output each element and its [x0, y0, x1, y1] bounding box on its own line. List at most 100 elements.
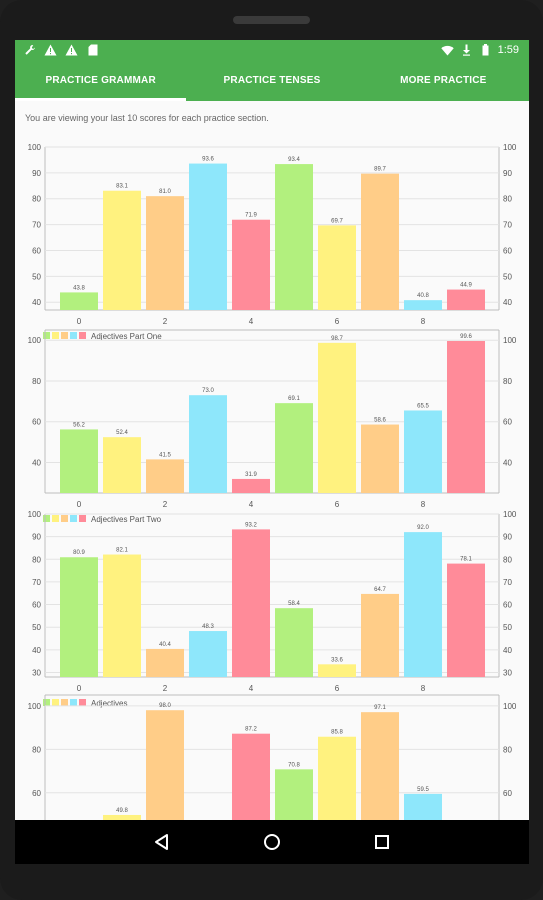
chart-bar [189, 163, 227, 310]
scores-list[interactable]: You are viewing your last 10 scores for … [15, 101, 529, 820]
x-tick-label: 6 [335, 317, 340, 326]
y-tick-label-left: 100 [28, 143, 42, 152]
bar-value-label: 70.8 [288, 762, 300, 768]
chart-bar [103, 437, 141, 493]
back-icon[interactable] [152, 832, 172, 852]
bar-value-label: 52.4 [116, 430, 128, 436]
y-tick-label-left: 60 [32, 789, 41, 798]
y-tick-label-left: 50 [32, 623, 41, 632]
legend-swatch [70, 515, 77, 522]
recents-icon[interactable] [372, 832, 392, 852]
bar-value-label: 81.0 [159, 189, 171, 195]
chart-bar [318, 225, 356, 310]
chart-bar [232, 529, 270, 677]
chart-bar [60, 429, 98, 493]
legend-swatch [52, 515, 59, 522]
legend-swatch [61, 699, 68, 706]
y-tick-label-left: 80 [32, 377, 41, 386]
y-tick-label-left: 50 [32, 272, 41, 281]
chart-bar [275, 164, 313, 310]
y-tick-label-left: 30 [32, 668, 41, 677]
status-right-icons: 1:59 [440, 43, 519, 57]
bar-value-label: 83.1 [116, 184, 128, 190]
y-tick-label-left: 70 [32, 578, 41, 587]
bar-value-label: 93.2 [245, 522, 257, 528]
warning-icon [65, 43, 78, 56]
status-time: 1:59 [497, 44, 519, 56]
chart-bar [447, 341, 485, 493]
wifi-icon [440, 44, 454, 57]
y-tick-label-right: 50 [503, 623, 512, 632]
chart-bar [361, 593, 399, 677]
x-tick-label: 8 [421, 317, 426, 326]
y-tick-label-right: 80 [503, 377, 512, 386]
y-tick-label-left: 80 [32, 195, 41, 204]
legend-swatch [52, 699, 59, 706]
y-tick-label-right: 100 [503, 336, 517, 345]
legend-swatch [79, 515, 86, 522]
bar-value-label: 98.7 [331, 336, 343, 342]
y-tick-label-right: 40 [503, 646, 512, 655]
chart-bar [146, 459, 184, 493]
bar-value-label: 78.1 [460, 557, 472, 563]
chart-bar [361, 712, 399, 820]
chart-bar [361, 424, 399, 493]
tab-practice-tenses[interactable]: PRACTICE TENSES [223, 75, 321, 86]
y-tick-label-left: 40 [32, 458, 41, 467]
chart-bar [275, 403, 313, 493]
bar-value-label: 82.1 [116, 548, 128, 554]
bar-value-label: 80.9 [73, 550, 85, 556]
bar-value-label: 93.6 [202, 157, 214, 163]
bar-value-label: 33.6 [331, 657, 343, 663]
tab-practice-grammar[interactable]: PRACTICE GRAMMAR [15, 62, 187, 101]
y-tick-label-left: 100 [28, 336, 42, 345]
bar-value-label: 56.2 [73, 422, 85, 428]
chart-bar [60, 292, 98, 310]
tab-more-practice[interactable]: MORE PRACTICE [400, 75, 487, 86]
x-tick-label: 0 [77, 500, 82, 509]
chart-bar [404, 300, 442, 310]
bar-value-label: 89.7 [374, 167, 386, 173]
y-tick-label-right: 100 [503, 143, 517, 152]
bar-value-label: 40.8 [417, 293, 429, 299]
bar-value-label: 31.9 [245, 472, 257, 478]
bar-value-label: 71.9 [245, 213, 257, 219]
chart-bar [275, 769, 313, 820]
x-tick-label: 8 [421, 500, 426, 509]
info-text: You are viewing your last 10 scores for … [25, 113, 269, 123]
y-tick-label-right: 60 [503, 789, 512, 798]
chart-bar [275, 608, 313, 677]
bar-value-label: 97.1 [374, 705, 386, 711]
y-tick-label-right: 60 [503, 418, 512, 427]
legend-swatch [70, 332, 77, 339]
chart-bar [189, 631, 227, 677]
chart-bar [189, 395, 227, 493]
x-tick-label: 0 [77, 317, 82, 326]
chart-bar [232, 478, 270, 493]
y-tick-label-right: 80 [503, 195, 512, 204]
home-icon[interactable] [262, 832, 282, 852]
chart-bar [60, 557, 98, 677]
y-tick-label-right: 90 [503, 169, 512, 178]
bar-value-label: 85.8 [331, 730, 343, 736]
y-tick-label-right: 50 [503, 272, 512, 281]
chart-bar [146, 196, 184, 310]
y-tick-label-left: 60 [32, 418, 41, 427]
y-tick-label-right: 80 [503, 555, 512, 564]
y-tick-label-right: 40 [503, 298, 512, 307]
x-tick-label: 6 [335, 500, 340, 509]
chart-bar [103, 554, 141, 677]
bar-value-label: 58.4 [288, 601, 300, 607]
y-tick-label-left: 60 [32, 601, 41, 610]
warning-icon [44, 43, 57, 56]
chart-bar [404, 410, 442, 493]
status-left-icons [23, 43, 99, 56]
legend-swatch [43, 332, 50, 339]
legend-label: Adjectives [91, 699, 127, 708]
y-tick-label-right: 40 [503, 458, 512, 467]
y-tick-label-right: 100 [503, 702, 517, 711]
y-tick-label-right: 80 [503, 745, 512, 754]
chart-bar [103, 814, 141, 820]
bar-value-label: 92.0 [417, 525, 429, 531]
